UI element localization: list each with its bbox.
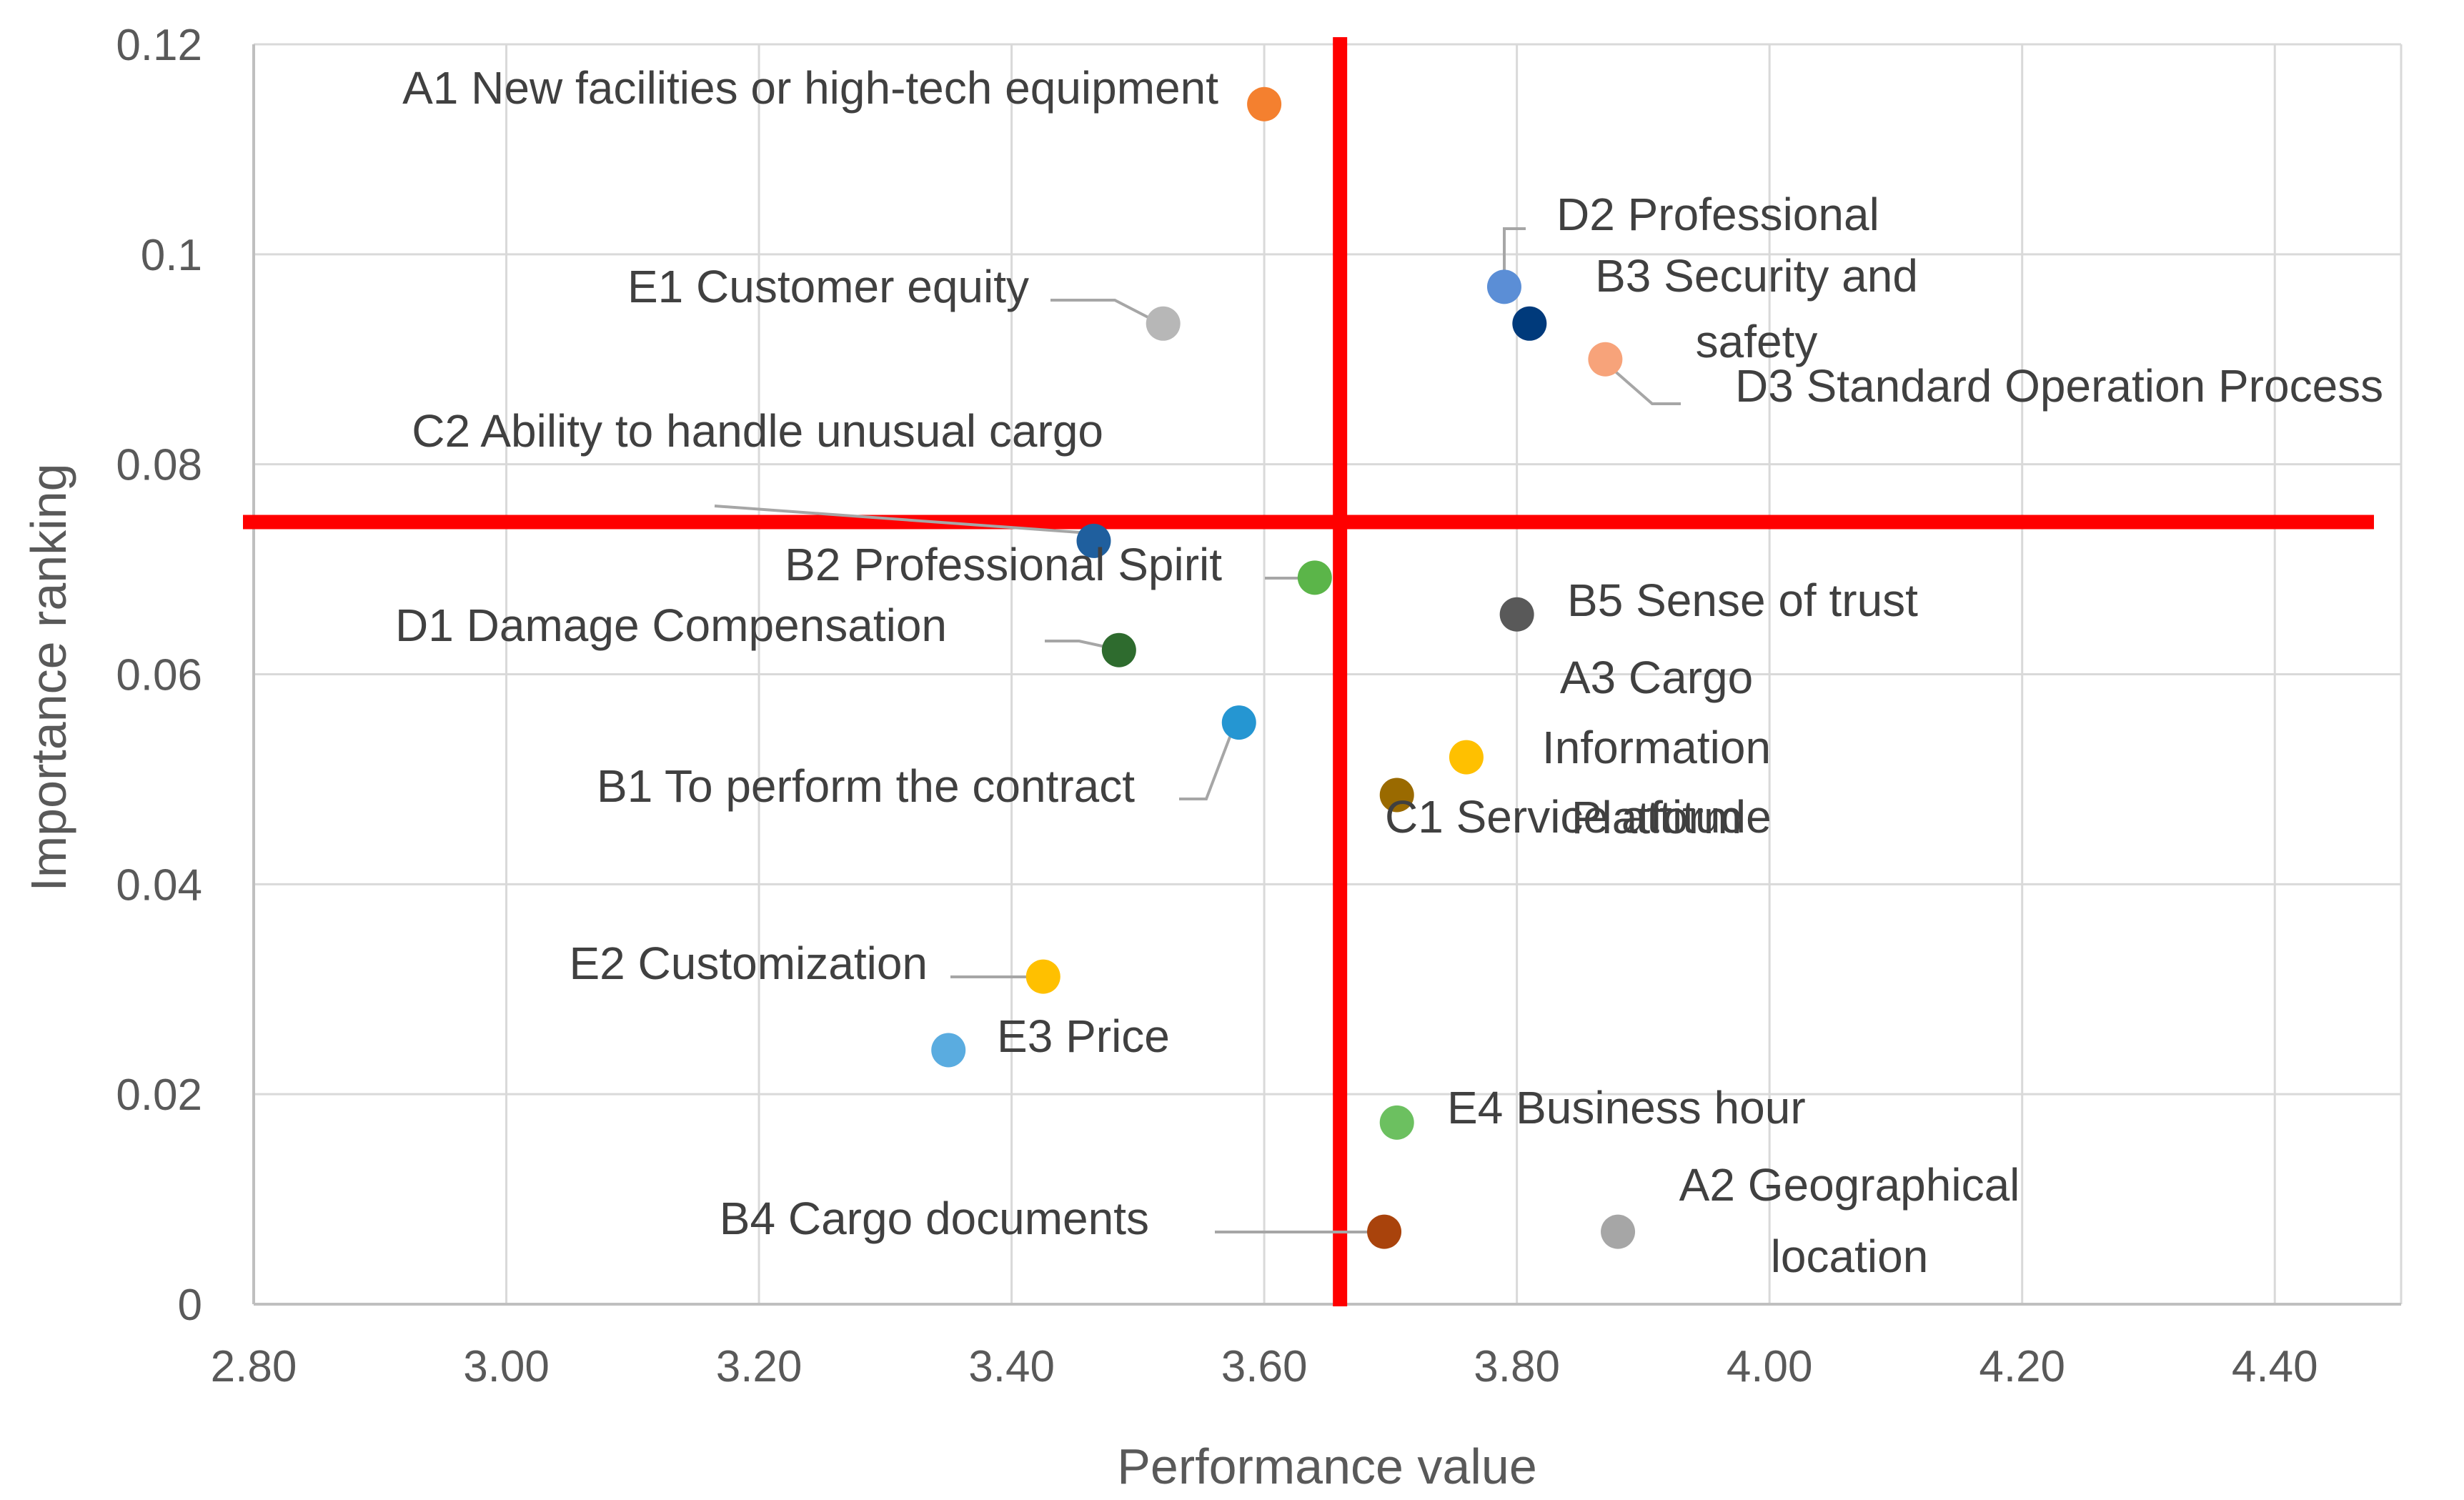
tick-labels: 2.80 3.00 3.20 3.40 3.60 3.80 4.00 4.20 4.40 0 0.0… xyxy=(116,21,2318,1391)
data-point xyxy=(1379,1105,1414,1140)
point-label: location xyxy=(1771,1231,1929,1282)
point-label: A3 Cargo xyxy=(1560,652,1753,703)
data-point xyxy=(1367,1214,1402,1249)
point-label: B4 Cargo documents xyxy=(720,1193,1149,1244)
point-label: E1 Customer equity xyxy=(627,261,1029,312)
x-tick-label: 3.00 xyxy=(463,1342,550,1391)
data-point xyxy=(1588,342,1623,377)
leader-line xyxy=(1503,227,1526,284)
point-label: B3 Security and xyxy=(1595,250,1918,302)
point-label: D2 Professional xyxy=(1556,189,1879,240)
data-points xyxy=(931,86,1636,1249)
data-point xyxy=(1601,1214,1636,1249)
point-label: Information xyxy=(1542,722,1771,773)
point-label: B1 To perform the contract xyxy=(597,760,1135,812)
leader-line xyxy=(1599,357,1681,405)
point-label: C2 Ability to handle unusual cargo xyxy=(412,405,1103,457)
x-tick-label: 4.40 xyxy=(2232,1342,2318,1391)
y-tick-label: 0.06 xyxy=(116,651,202,700)
x-tick-label: 3.40 xyxy=(968,1342,1055,1391)
axes xyxy=(252,44,2401,1306)
data-point xyxy=(1499,597,1534,632)
leader-line xyxy=(1179,723,1236,800)
x-tick-label: 4.20 xyxy=(1979,1342,2065,1391)
data-point xyxy=(1247,86,1282,121)
x-tick-label: 4.00 xyxy=(1727,1342,1813,1391)
data-point xyxy=(1379,778,1414,813)
x-tick-label: 2.80 xyxy=(211,1342,297,1391)
point-label: B5 Sense of trust xyxy=(1567,575,1918,626)
point-label: C1 Service attitude xyxy=(1385,791,1772,843)
point-label: E2 Customization xyxy=(569,938,928,989)
grid xyxy=(254,43,2403,1304)
x-tick-label: 3.80 xyxy=(1474,1342,1560,1391)
data-point xyxy=(931,1033,966,1068)
data-point xyxy=(1297,560,1332,595)
point-label: D1 Damage Compensation xyxy=(395,600,947,651)
data-point xyxy=(1449,740,1484,775)
y-tick-label: 0.08 xyxy=(116,441,202,490)
data-point xyxy=(1512,306,1547,341)
point-label: E4 Business hour xyxy=(1447,1082,1806,1133)
point-label: A2 Geographical xyxy=(1679,1159,2020,1211)
data-point xyxy=(1146,306,1181,341)
data-point xyxy=(1221,705,1256,740)
point-labels: A1 New facilities or high-tech equipment… xyxy=(395,62,2383,1282)
y-tick-label: 0.02 xyxy=(116,1071,202,1120)
point-label: A1 New facilities or high-tech equipment xyxy=(402,62,1218,114)
x-tick-label: 3.60 xyxy=(1221,1342,1308,1391)
y-axis-title: Importance ranking xyxy=(21,463,76,891)
reference-lines xyxy=(243,37,2374,1306)
data-point xyxy=(1076,523,1111,558)
point-label: B2 Professional Spirit xyxy=(785,539,1222,590)
x-tick-label: 3.20 xyxy=(716,1342,803,1391)
leader-line xyxy=(714,505,1090,535)
data-point xyxy=(1101,632,1136,667)
point-label: Platform xyxy=(1571,792,1742,843)
point-label: E3 Price xyxy=(997,1010,1170,1062)
y-tick-label: 0 xyxy=(178,1281,202,1330)
x-axis-title: Performance value xyxy=(1117,1439,1537,1494)
point-label: D3 Standard Operation Process xyxy=(1735,360,2383,412)
y-tick-label: 0.12 xyxy=(116,21,202,70)
y-tick-label: 0.1 xyxy=(141,231,202,280)
y-tick-label: 0.04 xyxy=(116,860,202,910)
data-point xyxy=(1025,959,1060,994)
point-label: safety xyxy=(1696,316,1818,367)
data-point xyxy=(1486,269,1521,304)
leader-line xyxy=(1050,299,1160,324)
